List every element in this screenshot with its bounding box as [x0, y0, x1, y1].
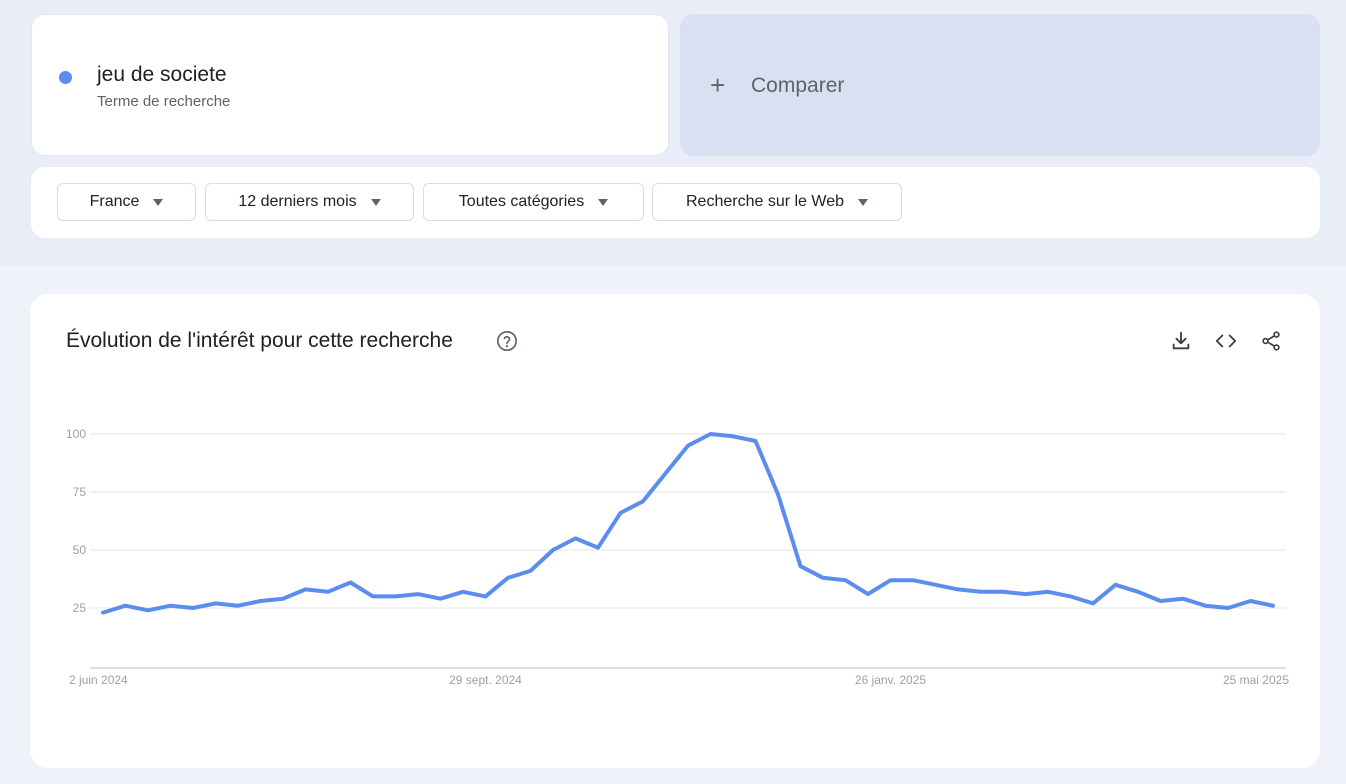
series-color-dot [59, 71, 72, 84]
filter-time-label: 12 derniers mois [238, 193, 357, 210]
y-tick-label: 75 [73, 485, 87, 499]
search-term-name[interactable]: jeu de societe [97, 63, 227, 86]
filter-search-type-label: Recherche sur le Web [686, 193, 844, 210]
filter-time-dropdown[interactable]: 12 derniers mois [205, 183, 414, 221]
caret-down-icon [858, 198, 868, 206]
filter-country-label: France [89, 193, 140, 210]
y-tick-label: 50 [73, 543, 87, 557]
search-term-type: Terme de recherche [97, 93, 231, 110]
compare-button[interactable]: + Comparer [680, 14, 1320, 156]
embed-icon[interactable] [1215, 330, 1237, 352]
x-tick-label: 25 mai 2025 [1223, 673, 1289, 687]
filters-bar: France 12 derniers mois Toutes catégorie… [31, 167, 1320, 238]
x-tick-label: 29 sept. 2024 [449, 673, 522, 687]
interest-over-time-card: Évolution de l'intérêt pour cette recher… [30, 294, 1320, 768]
line-chart: 25 50 75 100 2 juin 2024 29 sept. 2024 26 janv… [66, 427, 1289, 687]
compare-label: Comparer [751, 74, 845, 97]
share-icon[interactable] [1260, 330, 1282, 352]
y-tick-label: 100 [66, 427, 86, 441]
caret-down-icon [598, 198, 609, 206]
filter-search-type-dropdown[interactable]: Recherche sur le Web [652, 183, 902, 221]
download-icon[interactable] [1170, 330, 1192, 352]
y-tick-label: 25 [73, 601, 87, 615]
caret-down-icon [153, 198, 164, 206]
chart-title: Évolution de l'intérêt pour cette recher… [66, 329, 453, 352]
plus-icon: + [710, 70, 726, 100]
filter-country-dropdown[interactable]: France [57, 183, 196, 221]
series-line [101, 432, 1275, 615]
filter-category-label: Toutes catégories [458, 193, 585, 210]
search-term-card[interactable]: jeu de societe Terme de recherche [31, 14, 669, 156]
filter-category-dropdown[interactable]: Toutes catégories [423, 183, 644, 221]
help-icon[interactable] [496, 330, 518, 352]
caret-down-icon [370, 198, 381, 206]
x-tick-label: 26 janv. 2025 [855, 673, 926, 687]
x-tick-label: 2 juin 2024 [69, 673, 128, 687]
